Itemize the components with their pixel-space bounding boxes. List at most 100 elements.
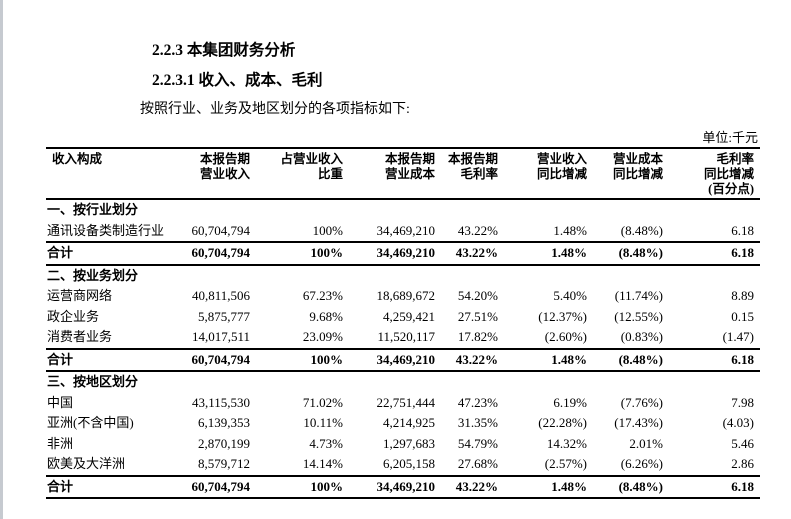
cell: (1.47) bbox=[671, 327, 760, 350]
col-header-cost-yoy-change: 营业成本 同比增减 bbox=[595, 148, 671, 200]
cell: 8.89 bbox=[731, 288, 754, 303]
cell: 7.98 bbox=[731, 394, 754, 410]
table-row: 非洲 2,870,199 4.73% 1,297,683 54.79% 14.32% 2.0… bbox=[46, 434, 760, 455]
cell: 6.18 bbox=[671, 220, 760, 243]
cell: 中国 bbox=[47, 394, 74, 410]
cell: 6,139,353 bbox=[198, 415, 250, 430]
cell: 27.51% bbox=[457, 308, 498, 324]
cell: (8.48%) bbox=[595, 220, 671, 243]
section-title: 二、按业务划分 bbox=[47, 267, 139, 283]
total-cell: 合计 bbox=[46, 348, 165, 372]
col-header-reporting-period-gross-margin: 本报告期 毛利率 bbox=[443, 148, 506, 200]
section-row: 一、按行业划分 bbox=[46, 199, 760, 221]
total-cell: 100% bbox=[258, 475, 351, 499]
cell: 100% bbox=[258, 220, 351, 243]
cell: 23.09% bbox=[258, 327, 351, 350]
cell: 8,579,712 bbox=[165, 454, 258, 477]
total-row: 合计 60,704,794 100% 34,469,210 43.22% 1.48% (8.… bbox=[46, 348, 760, 372]
total-cell: 6.18 bbox=[671, 348, 760, 372]
total-cell: 合计 bbox=[46, 242, 165, 266]
table-row: 运营商网络 40,811,506 67.23% 18,689,672 54.20% 5.4… bbox=[46, 286, 760, 307]
financial-breakdown-table: 收入构成 本报告期 营业收入 占营业收入 比重 本报告期 营业成本 本报告期 毛… bbox=[46, 147, 760, 499]
cell: 14,017,511 bbox=[165, 327, 258, 350]
cell: 67.23% bbox=[302, 288, 343, 303]
cell: 欧美及大洋洲 bbox=[46, 454, 165, 477]
unit-label: 单位:千元 bbox=[702, 130, 758, 145]
cell: 22,751,444 bbox=[376, 394, 436, 410]
col-header-revenue-share: 占营业收入 比重 bbox=[258, 148, 351, 200]
total-row: 合计 60,704,794 100% 34,469,210 43.22% 1.48% (8.… bbox=[46, 475, 760, 499]
cell: 27.68% bbox=[443, 454, 506, 477]
total-cell: (8.48%) bbox=[595, 242, 671, 266]
section-row: 二、按业务划分 bbox=[46, 265, 760, 287]
table-row: 政企业务 5,875,777 9.68% 4,259,421 27.51% (12.37%… bbox=[46, 307, 760, 328]
cell: 43,115,530 bbox=[191, 394, 250, 410]
cell: 2.01% bbox=[629, 435, 663, 451]
table-row: 欧美及大洋洲 8,579,712 14.14% 6,205,158 27.68% (2.5… bbox=[46, 454, 760, 477]
total-cell: 60,704,794 bbox=[165, 242, 258, 266]
col-header-reporting-period-revenue: 本报告期 营业收入 bbox=[165, 148, 258, 200]
total-cell: 34,469,210 bbox=[351, 242, 443, 266]
cell: 1.48% bbox=[506, 220, 595, 243]
cell: 消费者业务 bbox=[46, 327, 165, 350]
total-cell: 43.22% bbox=[443, 348, 506, 372]
cell: (12.55%) bbox=[614, 308, 663, 324]
cell: 非洲 bbox=[47, 435, 74, 451]
cell: 14.14% bbox=[258, 454, 351, 477]
cell: 1,297,683 bbox=[383, 435, 435, 451]
cell: 9.68% bbox=[309, 308, 343, 324]
cell: 运营商网络 bbox=[47, 288, 113, 303]
cell: (11.74%) bbox=[614, 288, 663, 303]
table-row: 通讯设备类制造行业 60,704,794 100% 34,469,210 43.22% 1… bbox=[46, 220, 760, 243]
cell: 10.11% bbox=[303, 415, 343, 430]
total-cell: 60,704,794 bbox=[165, 348, 258, 372]
total-cell: 6.18 bbox=[671, 475, 760, 499]
total-cell: (8.48%) bbox=[595, 348, 671, 372]
total-cell: 100% bbox=[258, 242, 351, 266]
total-cell: 100% bbox=[258, 348, 351, 372]
cell: 亚洲(不含中国) bbox=[47, 415, 134, 430]
cell: 11,520,117 bbox=[351, 327, 443, 350]
header-row: 收入构成 本报告期 营业收入 占营业收入 比重 本报告期 营业成本 本报告期 毛… bbox=[46, 148, 760, 200]
cell: 18,689,672 bbox=[376, 288, 436, 303]
total-cell: 1.48% bbox=[506, 348, 595, 372]
cell: 14.32% bbox=[546, 435, 587, 451]
section-row: 三、按地区划分 bbox=[46, 371, 760, 393]
total-cell: 34,469,210 bbox=[351, 475, 443, 499]
cell: (2.57%) bbox=[506, 454, 595, 477]
left-page-border bbox=[0, 0, 3, 519]
table-row: 消费者业务 14,017,511 23.09% 11,520,117 17.82% (2.… bbox=[46, 327, 760, 350]
intro-text: 按照行业、业务及地区划分的各项指标如下: bbox=[140, 102, 410, 117]
cell: (2.60%) bbox=[506, 327, 595, 350]
total-cell: 60,704,794 bbox=[165, 475, 258, 499]
col-header-revenue-composition: 收入构成 bbox=[46, 148, 165, 200]
cell: 34,469,210 bbox=[351, 220, 443, 243]
section-title: 三、按地区划分 bbox=[47, 374, 139, 389]
total-cell: (8.48%) bbox=[595, 475, 671, 499]
cell: 5.40% bbox=[553, 288, 587, 303]
section-heading: 2.2.3 本集团财务分析 bbox=[152, 42, 296, 59]
cell: (4.03) bbox=[722, 415, 754, 430]
cell: 47.23% bbox=[457, 394, 498, 410]
cell: 54.20% bbox=[457, 288, 498, 303]
table-row: 亚洲(不含中国) 6,139,353 10.11% 4,214,925 31.35% (2… bbox=[46, 413, 760, 434]
total-cell: 合计 bbox=[46, 475, 165, 499]
section-title: 一、按行业划分 bbox=[47, 202, 139, 217]
cell: 2.86 bbox=[671, 454, 760, 477]
cell: 43.22% bbox=[443, 220, 506, 243]
total-cell: 43.22% bbox=[443, 475, 506, 499]
cell: 2,870,199 bbox=[198, 435, 250, 451]
cell: 4.73% bbox=[309, 435, 343, 451]
cell: 通讯设备类制造行业 bbox=[46, 220, 165, 243]
cell: 54.79% bbox=[457, 435, 498, 451]
cell: 71.02% bbox=[302, 394, 343, 410]
cell: 政企业务 bbox=[47, 308, 100, 324]
cell: 4,259,421 bbox=[383, 308, 435, 324]
total-cell: 1.48% bbox=[506, 475, 595, 499]
cell: 6.19% bbox=[553, 394, 587, 410]
total-row: 合计 60,704,794 100% 34,469,210 43.22% 1.48% (8.… bbox=[46, 242, 760, 266]
table-row: 中国 43,115,530 71.02% 22,751,444 47.23% 6.19% (… bbox=[46, 393, 760, 414]
cell: 17.82% bbox=[443, 327, 506, 350]
cell: 4,214,925 bbox=[383, 415, 435, 430]
cell: 0.15 bbox=[731, 308, 754, 324]
